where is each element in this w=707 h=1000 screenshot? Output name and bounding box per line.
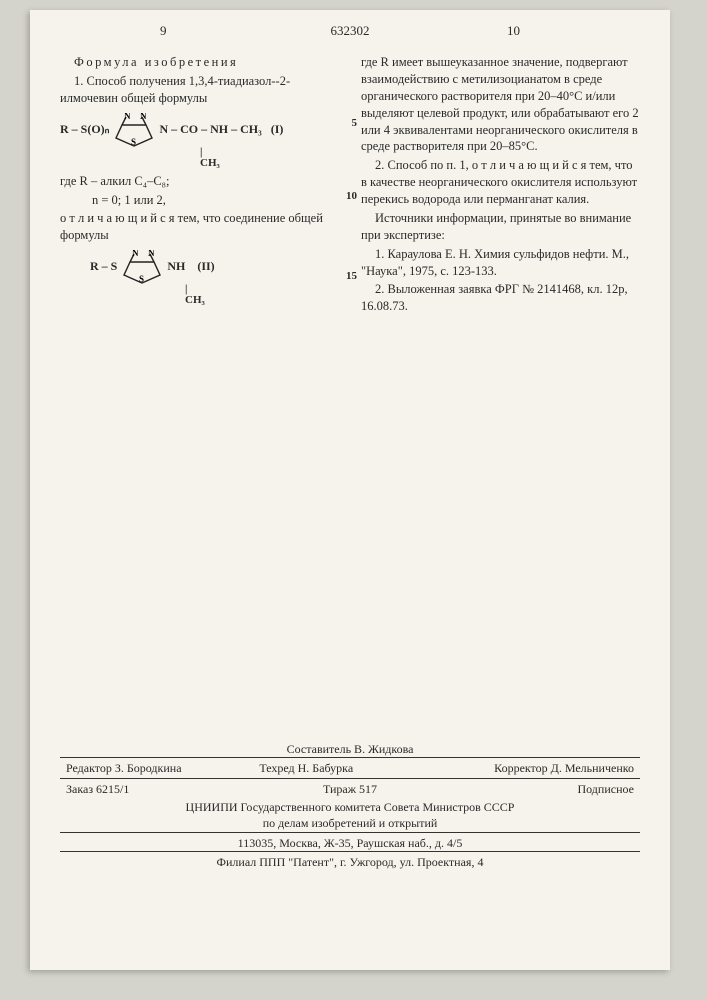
techred: Техред Н. Бабурка	[253, 760, 446, 776]
formula-2: R – S N N S NH (II) |CH₃	[90, 250, 339, 306]
svg-text:N: N	[124, 113, 131, 121]
right-p5: 2. Выложенная заявка ФРГ № 2141468, кл. …	[361, 281, 640, 315]
document-number: 632302	[331, 22, 370, 40]
distinguishing: о т л и ч а ю щ и й с я тем, что соедине…	[60, 210, 339, 244]
svg-text:S: S	[139, 274, 144, 284]
page-number-left: 9	[160, 22, 167, 40]
order-number: Заказ 6215/1	[60, 781, 253, 797]
svg-text:N: N	[140, 113, 147, 121]
claim-1-intro: 1. Способ получения 1,3,4-тиадиазол--2-и…	[60, 73, 339, 107]
where-r: где R – алкил C₄–C₈;	[60, 173, 339, 190]
address: 113035, Москва, Ж-35, Раушская наб., д. …	[60, 832, 640, 851]
formula-1-prefix: R – S(O)ₙ	[60, 121, 109, 135]
formula-1-label: (I)	[271, 121, 284, 135]
formula-1-tail: N – CO – NH – CH₃	[159, 121, 261, 135]
left-column: Формула изобретения 1. Способ получения …	[60, 54, 339, 317]
two-column-layout: Формула изобретения 1. Способ получения …	[60, 54, 640, 317]
formula-2-label: (II)	[197, 259, 214, 273]
right-p2: 2. Способ по п. 1, о т л и ч а ю щ и й с…	[361, 157, 640, 208]
line-number-10: 10	[343, 189, 357, 204]
line-number-15: 15	[343, 269, 357, 284]
right-p1: где R имеет вышеуказанное значение, подв…	[361, 54, 640, 155]
formula-1: R – S(O)ₙ N N S N – CO – NH – CH₃ (I) |C…	[60, 113, 339, 169]
svg-text:N: N	[132, 250, 139, 258]
right-p4: 1. Караулова Е. Н. Химия сульфидов нефти…	[361, 246, 640, 280]
footer-block: Составитель В. Жидкова Редактор З. Бород…	[60, 741, 640, 870]
footer-row-1: Редактор З. Бородкина Техред Н. Бабурка …	[60, 757, 640, 778]
svg-text:S: S	[131, 137, 136, 147]
formula-2-prefix: R – S	[90, 259, 117, 273]
page-number-right: 10	[507, 22, 520, 40]
line-number-5: 5	[343, 116, 357, 131]
svg-text:N: N	[148, 250, 155, 258]
podpisnoe: Подписное	[447, 781, 640, 797]
right-column: 5 10 15 где R имеет вышеуказанное значен…	[361, 54, 640, 317]
org-line-2: по делам изобретений и открытий	[60, 815, 640, 831]
thiadiazole-ring-icon: N N S	[112, 113, 156, 147]
footer-row-2: Заказ 6215/1 Тираж 517 Подписное	[60, 778, 640, 799]
claims-title: Формула изобретения	[60, 54, 339, 71]
right-p3: Источники информации, принятые во вниман…	[361, 210, 640, 244]
thiadiazole-ring-icon: N N S	[120, 250, 164, 284]
page: 9 632302 10 Формула изобретения 1. Спосо…	[30, 10, 670, 970]
formula-2-sub: CH₃	[185, 294, 205, 306]
tirazh: Тираж 517	[253, 781, 446, 797]
formula-1-sub: CH₃	[200, 157, 220, 169]
compiler: Составитель В. Жидкова	[60, 741, 640, 757]
formula-2-tail: NH	[167, 259, 185, 273]
branch: Филиал ППП "Патент", г. Ужгород, ул. Про…	[60, 851, 640, 870]
org-line-1: ЦНИИПИ Государственного комитета Совета …	[60, 799, 640, 815]
corrector: Корректор Д. Мельниченко	[447, 760, 640, 776]
where-n: n = 0; 1 или 2,	[60, 192, 339, 209]
editor: Редактор З. Бородкина	[60, 760, 253, 776]
